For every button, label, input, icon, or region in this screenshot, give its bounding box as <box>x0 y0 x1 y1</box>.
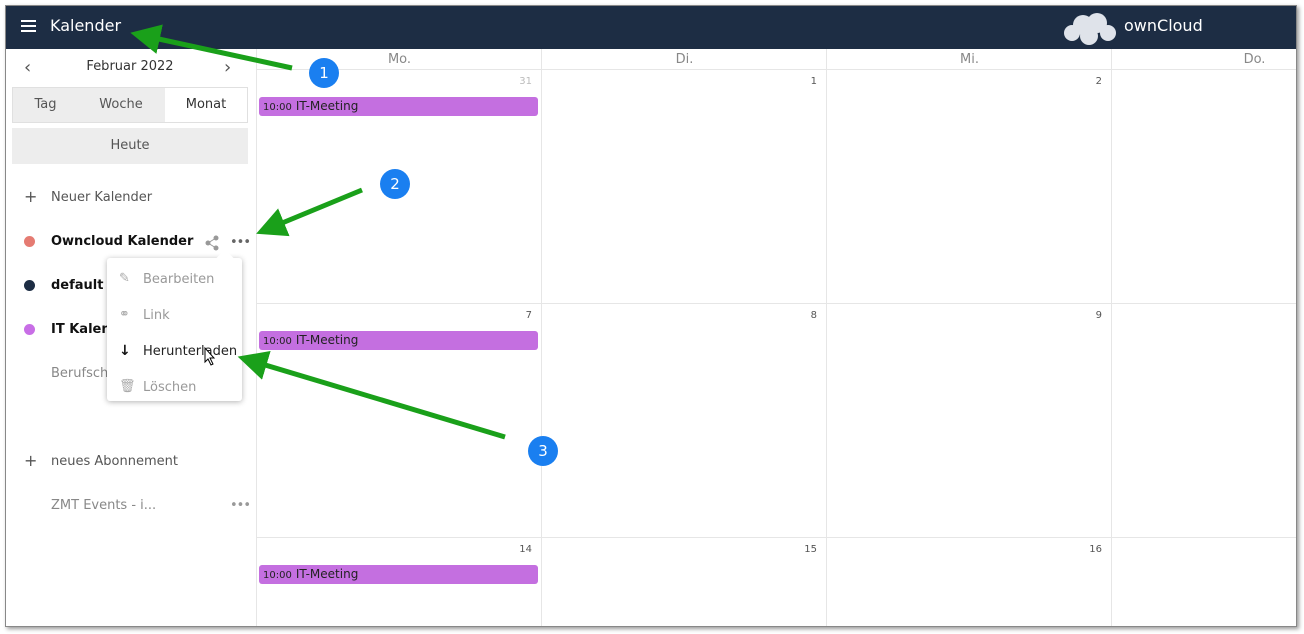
event-time: 10:00 <box>263 336 292 347</box>
prev-month[interactable]: ‹ <box>24 57 32 78</box>
event-time: 10:00 <box>263 570 292 581</box>
delete-icon: 🗑 <box>119 379 136 394</box>
annotation-badge: 3 <box>528 436 558 466</box>
grid-line <box>541 49 542 626</box>
plus-icon: + <box>24 187 38 206</box>
calendar-grid: Mo. Di. Mi. Do. 31 1 2 10:00 IT-Meeting 7 8 9 10:00 I… <box>257 49 1296 626</box>
new-subscription[interactable]: neues Abonnement <box>51 454 178 469</box>
popup-menu: ✎ Bearbeiten ⚭ Link ↓ Herunterladen 🗑 Lö… <box>107 249 242 401</box>
header: Kalender ownCloud <box>6 6 1296 49</box>
weekday-label: Mo. <box>387 52 412 67</box>
calendar-name[interactable]: default <box>51 278 104 293</box>
today-button[interactable]: Heute <box>12 128 248 164</box>
window: Kalender ownCloud ‹ Februar 2022 › Tag W… <box>5 5 1297 627</box>
next-month[interactable]: › <box>224 57 232 78</box>
link-icon: ⚭ <box>119 307 130 322</box>
day-number: 9 <box>1095 310 1102 321</box>
subscription-name[interactable]: ZMT Events - i... <box>51 498 157 513</box>
event-title: IT-Meeting <box>295 333 359 347</box>
view-button[interactable]: Tag <box>34 97 57 112</box>
event[interactable]: 10:00 IT-Meeting <box>259 97 538 116</box>
arrow <box>237 350 506 440</box>
event[interactable]: 10:00 IT-Meeting <box>259 331 538 350</box>
annotation-badge: 1 <box>309 58 339 88</box>
cursor <box>204 346 216 366</box>
day-number: 7 <box>525 310 532 321</box>
annotation-badge: 2 <box>380 169 410 199</box>
event-time: 10:00 <box>263 102 292 113</box>
day-number: 1 <box>810 76 817 87</box>
day-number: 31 <box>519 76 532 87</box>
grid-line <box>826 49 827 626</box>
grid-line <box>257 303 1296 304</box>
grid-line <box>1111 49 1112 626</box>
month-label: Februar 2022 <box>86 59 174 74</box>
event[interactable]: 10:00 IT-Meeting <box>259 565 538 584</box>
menu-item[interactable]: Link <box>143 308 170 323</box>
calendar-name[interactable]: Berufschu <box>51 366 117 381</box>
menu-item[interactable]: Herunterladen <box>143 344 238 359</box>
day-number: 16 <box>1089 544 1102 555</box>
brand: ownCloud <box>1124 16 1203 35</box>
calendar-name[interactable]: Owncloud Kalender <box>51 234 194 249</box>
more-button[interactable]: ••• <box>230 235 251 250</box>
day-number: 15 <box>804 544 817 555</box>
calendar-dot <box>24 324 35 335</box>
day-number: 14 <box>519 544 532 555</box>
calendar-dot <box>24 236 35 247</box>
view-button[interactable]: Monat <box>165 88 247 122</box>
view-button[interactable]: Woche <box>99 97 143 112</box>
more-button[interactable]: ••• <box>230 498 251 513</box>
new-calendar[interactable]: Neuer Kalender <box>51 190 153 205</box>
logo <box>1064 13 1116 45</box>
grid-line <box>257 69 1296 70</box>
weekday-label: Mi. <box>960 52 979 67</box>
grid-line <box>257 537 1296 538</box>
day-number: 2 <box>1095 76 1102 87</box>
menu-item[interactable]: Löschen <box>143 380 197 395</box>
event-title: IT-Meeting <box>295 567 359 581</box>
edit-icon: ✎ <box>119 271 130 286</box>
share-icon[interactable] <box>204 235 220 251</box>
menu-button[interactable] <box>21 20 36 33</box>
menu-item[interactable]: Bearbeiten <box>143 272 215 287</box>
weekday-label: Di. <box>675 52 694 67</box>
weekday-label: Do. <box>1243 52 1266 67</box>
calendar-name[interactable]: IT Kalend <box>51 322 120 337</box>
download-icon: ↓ <box>119 343 131 359</box>
arrow <box>130 24 293 71</box>
view-switch: Tag Woche Monat <box>12 87 248 123</box>
sidebar: ‹ Februar 2022 › Tag Woche Monat Heute +… <box>6 49 257 626</box>
day-number: 8 <box>810 310 817 321</box>
calendar-dot <box>24 280 35 291</box>
app-title: Kalender <box>50 16 122 35</box>
arrow <box>256 187 363 237</box>
plus-icon: + <box>24 451 38 470</box>
event-title: IT-Meeting <box>295 99 359 113</box>
